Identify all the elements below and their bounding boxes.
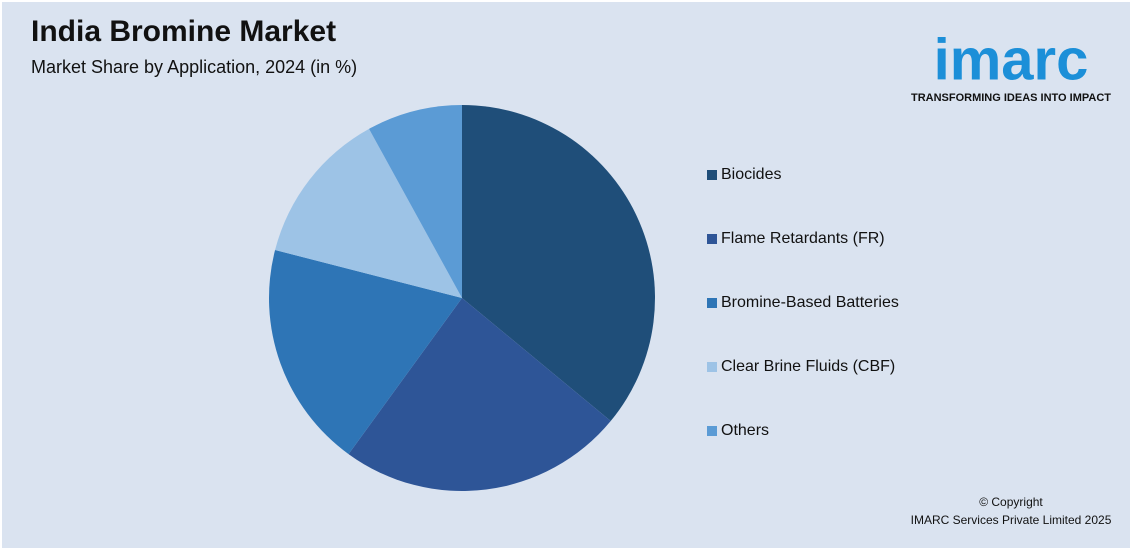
legend-swatch: [707, 170, 717, 180]
chart-title: India Bromine Market: [31, 15, 336, 48]
legend-swatch: [707, 362, 717, 372]
pie-slice: [269, 250, 462, 455]
legend-swatch: [707, 298, 717, 308]
pie-slice: [462, 105, 655, 422]
copyright: © Copyright: [979, 495, 1043, 509]
legend-swatch: [707, 234, 717, 244]
legend-label: Biocides: [721, 166, 781, 183]
pie-slice: [275, 128, 462, 298]
chart-subtitle: Market Share by Application, 2024 (in %): [31, 57, 357, 77]
legend-label: Bromine-Based Batteries: [721, 294, 899, 311]
logo: imarc: [934, 27, 1089, 92]
company: IMARC Services Private Limited 2025: [911, 513, 1112, 527]
legend-label: Flame Retardants (FR): [721, 230, 885, 247]
legend-swatch: [707, 426, 717, 436]
pie-slice: [369, 105, 462, 298]
legend-label: Others: [721, 422, 769, 439]
logo-tagline: TRANSFORMING IDEAS INTO IMPACT: [911, 92, 1111, 104]
legend-label: Clear Brine Fluids (CBF): [721, 358, 895, 375]
pie-slice: [348, 298, 611, 492]
